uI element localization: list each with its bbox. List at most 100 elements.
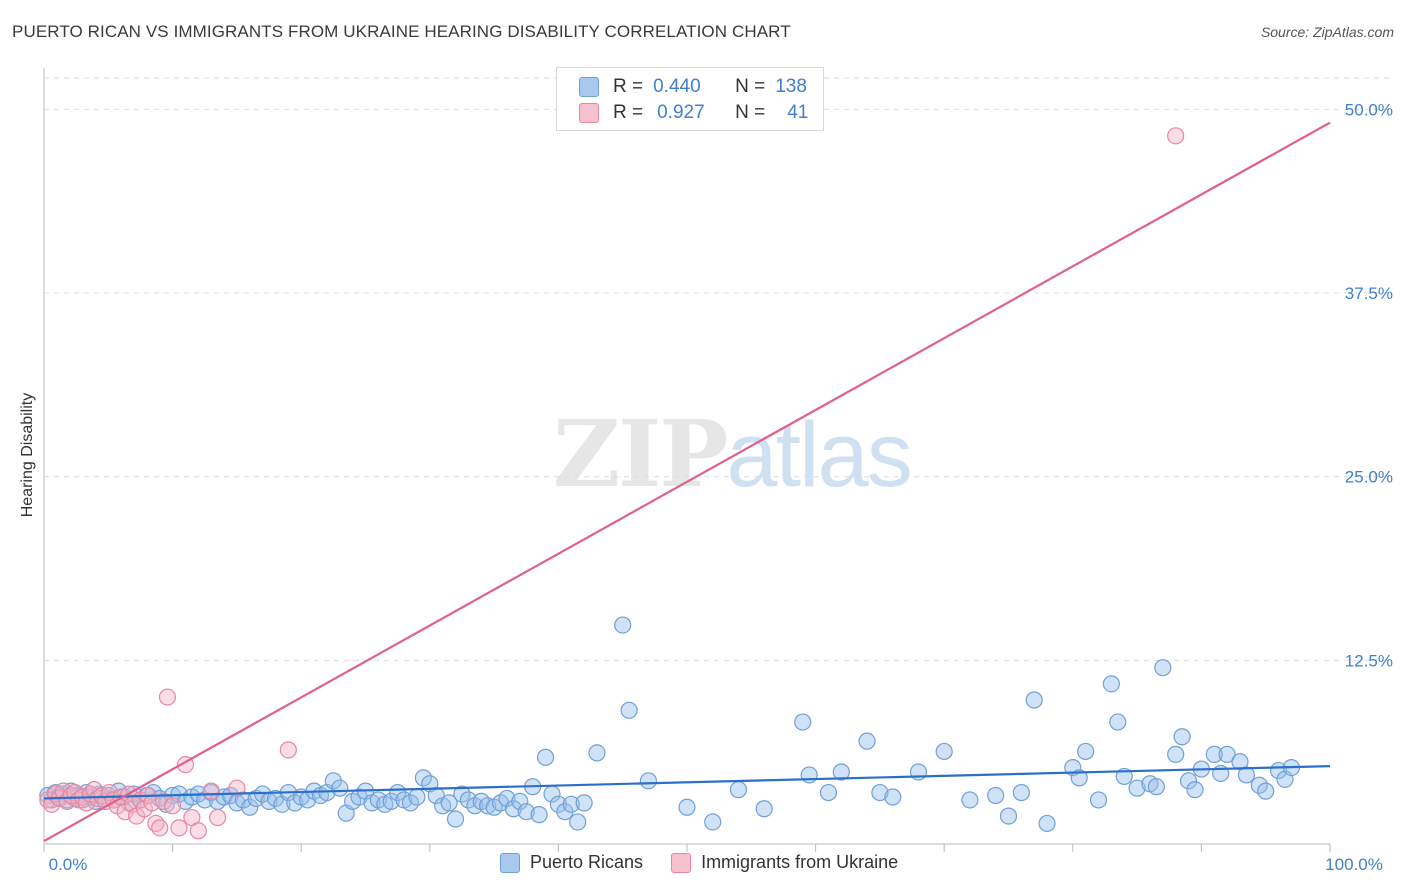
data-point-puerto-rican	[286, 794, 304, 812]
legend-swatch-pink	[579, 103, 599, 123]
chart-title: PUERTO RICAN VS IMMIGRANTS FROM UKRAINE …	[12, 22, 791, 41]
data-point-puerto-rican	[517, 803, 535, 821]
legend-swatch-blue	[500, 852, 520, 873]
data-point-puerto-rican	[1173, 728, 1191, 746]
data-point-puerto-rican	[479, 797, 497, 815]
data-point-ukraine	[154, 792, 173, 810]
data-point-puerto-rican	[440, 794, 458, 812]
data-point-ukraine	[209, 808, 227, 827]
data-point-puerto-rican	[1205, 745, 1223, 763]
data-point-ukraine	[164, 797, 182, 815]
data-point-puerto-rican	[800, 766, 818, 784]
trend-line-puerto-ricans	[43, 765, 1331, 800]
legend-n-label: N =	[735, 76, 766, 97]
data-point-ukraine	[170, 819, 188, 837]
data-point-puerto-rican	[588, 744, 606, 762]
data-point-puerto-rican	[935, 742, 953, 761]
data-point-puerto-rican	[331, 779, 349, 797]
legend-n-value: 41	[787, 102, 809, 123]
data-point-puerto-rican	[1102, 675, 1120, 693]
y-tick-label: 37.5%	[1345, 284, 1393, 303]
legend-item-puerto-ricans: Puerto Ricans	[500, 852, 643, 873]
data-point-puerto-rican	[794, 713, 812, 731]
data-point-ukraine	[158, 688, 177, 706]
data-point-puerto-rican	[1089, 791, 1108, 809]
data-point-puerto-rican	[1237, 766, 1256, 784]
data-point-ukraine	[202, 782, 220, 800]
trend-line-ukraine	[43, 121, 1331, 843]
data-point-puerto-rican	[1038, 814, 1056, 833]
data-point-puerto-rican	[1025, 691, 1043, 709]
correlation-legend: R = 0.440 N = 138 R = 0.927 N = 41	[556, 67, 824, 131]
data-point-puerto-rican	[569, 813, 587, 831]
data-point-puerto-rican	[408, 788, 426, 806]
data-point-puerto-rican	[704, 813, 722, 831]
data-point-ukraine	[151, 819, 169, 837]
legend-n-label: N =	[735, 102, 766, 123]
data-point-puerto-rican	[575, 794, 593, 812]
y-tick-label: 25.0%	[1345, 468, 1393, 487]
data-point-puerto-rican	[453, 785, 471, 803]
data-point-puerto-rican	[1167, 745, 1185, 763]
data-point-puerto-rican	[639, 772, 658, 790]
legend-swatch-pink	[671, 852, 692, 873]
data-point-ukraine	[228, 779, 246, 797]
data-point-ukraine	[279, 741, 297, 759]
data-point-puerto-rican	[1012, 783, 1030, 802]
watermark-atlas: atlas	[726, 404, 912, 506]
data-point-puerto-rican	[446, 810, 465, 828]
x-tick-label: 100.0%	[1325, 855, 1383, 874]
data-point-puerto-rican	[871, 783, 889, 802]
data-point-puerto-rican	[832, 763, 850, 781]
data-point-puerto-rican	[536, 748, 555, 766]
data-point-puerto-rican	[414, 769, 432, 787]
data-point-puerto-rican	[1128, 779, 1146, 797]
data-point-puerto-rican	[678, 798, 696, 816]
data-point-puerto-rican	[511, 792, 529, 810]
legend-row-puerto-ricans: R = 0.440 N = 138	[579, 76, 807, 98]
data-point-puerto-rican	[1257, 782, 1275, 800]
legend-swatch-blue	[579, 77, 599, 97]
y-tick-label: 12.5%	[1345, 651, 1393, 670]
series-legend: Puerto Ricans Immigrants from Ukraine	[500, 852, 926, 873]
data-point-puerto-rican	[1218, 745, 1236, 763]
data-point-puerto-rican	[1186, 781, 1204, 799]
legend-label-ukraine: Immigrants from Ukraine	[701, 852, 899, 872]
data-point-ukraine	[189, 822, 207, 840]
legend-r-label: R =	[613, 76, 644, 97]
data-point-puerto-rican	[884, 788, 902, 806]
data-point-puerto-rican	[755, 800, 773, 818]
data-point-ukraine	[1167, 127, 1185, 145]
legend-row-ukraine: R = 0.927 N = 41	[579, 102, 808, 124]
data-point-puerto-rican	[961, 791, 979, 809]
data-point-puerto-rican	[241, 798, 259, 816]
data-point-puerto-rican	[999, 807, 1018, 825]
data-point-puerto-rican	[498, 789, 516, 808]
data-point-puerto-rican	[382, 792, 400, 810]
legend-item-ukraine: Immigrants from Ukraine	[671, 852, 898, 873]
data-point-puerto-rican	[1154, 659, 1172, 677]
data-point-puerto-rican	[987, 786, 1005, 805]
data-point-puerto-rican	[1179, 772, 1198, 790]
data-point-puerto-rican	[459, 791, 477, 809]
y-tick-label: 50.0%	[1345, 100, 1393, 119]
data-point-puerto-rican	[858, 732, 876, 750]
data-point-puerto-rican	[1250, 776, 1268, 794]
legend-r-value: 0.927	[657, 102, 705, 123]
data-point-puerto-rican	[562, 795, 580, 813]
legend-r-label: R =	[613, 102, 644, 123]
data-point-puerto-rican	[401, 794, 420, 812]
data-point-puerto-rican	[1070, 769, 1088, 787]
x-tick-label: 0.0%	[49, 855, 88, 874]
legend-label-puerto-ricans: Puerto Ricans	[530, 852, 644, 872]
data-point-puerto-rican	[620, 701, 638, 719]
data-point-puerto-rican	[614, 616, 632, 634]
data-point-puerto-rican	[530, 806, 548, 824]
data-point-puerto-rican	[1077, 742, 1095, 761]
data-point-puerto-rican	[1147, 778, 1165, 796]
data-point-puerto-rican	[1109, 713, 1127, 731]
source-label: Source: ZipAtlas.com	[1260, 24, 1394, 40]
watermark-zip: ZIP	[553, 400, 728, 508]
data-point-puerto-rican	[729, 781, 748, 799]
